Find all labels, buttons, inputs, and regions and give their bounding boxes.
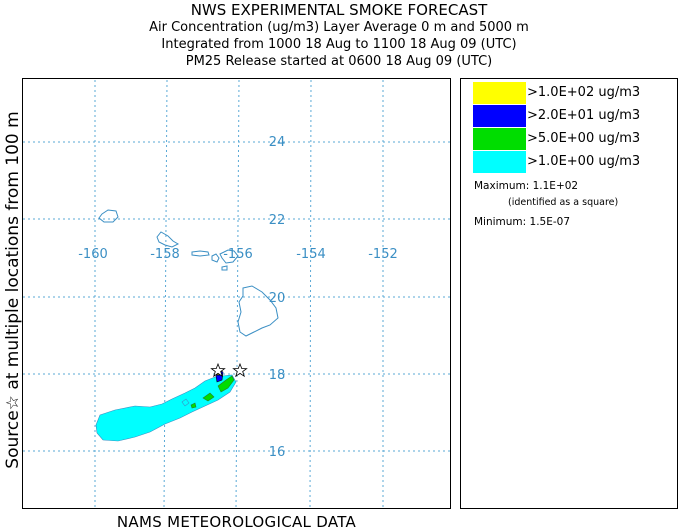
maximum-note: (identified as a square) [508, 197, 619, 208]
lon-label: -160 [78, 247, 108, 262]
data-source-label: NAMS METEOROLOGICAL DATA [116, 513, 357, 531]
lat-label: 16 [269, 445, 286, 460]
lat-label: 24 [269, 135, 286, 150]
legend-label: >1.0E+00 ug/m3 [527, 154, 641, 169]
maximum-value: Maximum: 1.1E+02 [474, 180, 579, 192]
legend-swatch [473, 82, 526, 104]
legend-label: >5.0E+00 ug/m3 [527, 131, 641, 146]
legend-item-above-20: >2.0E+01 ug/m3 [473, 105, 673, 127]
lon-label: -152 [368, 247, 398, 262]
lon-label: -158 [150, 247, 180, 262]
lanai-coast [211, 253, 220, 263]
legend-swatch [473, 151, 526, 173]
forecast-title: NWS EXPERIMENTAL SMOKE FORECAST [190, 1, 488, 19]
lon-label: -154 [296, 247, 326, 262]
lat-label: 18 [269, 368, 286, 383]
plume-patch [181, 398, 190, 407]
hawaiian-islands [98, 209, 279, 337]
minimum-value: Minimum: 1.5E-07 [474, 216, 571, 228]
source-star-icon [232, 362, 248, 378]
integration-period: Integrated from 1000 18 Aug to 1100 18 A… [161, 37, 517, 52]
legend-label: >2.0E+01 ug/m3 [527, 108, 641, 123]
source-star-icon [210, 362, 226, 378]
plume-above-5 [217, 375, 235, 393]
map-panel [22, 78, 451, 509]
legend-item-above-1: >1.0E+00 ug/m3 [473, 151, 673, 173]
legend-swatch [473, 128, 526, 150]
plume-above-5 [190, 402, 197, 409]
release-start: PM25 Release started at 0600 18 Aug 09 (… [185, 54, 493, 69]
kauai-coast [98, 209, 119, 223]
lat-label: 20 [269, 291, 286, 306]
legend-item-above-5: >5.0E+00 ug/m3 [473, 128, 673, 150]
grid-line-lon [163, 79, 168, 510]
lat-lon-grid [23, 79, 450, 510]
legend-swatch [473, 105, 526, 127]
molokai-coast [191, 250, 210, 257]
big-island-coast [237, 285, 279, 337]
lon-label: -156 [223, 247, 253, 262]
legend-item-above-100: >1.0E+02 ug/m3 [473, 82, 673, 104]
maui-coast [219, 249, 239, 264]
grid-line-lon [235, 79, 240, 510]
plume-above-5 [202, 392, 215, 402]
oahu-coast [156, 231, 180, 248]
grid-line-lon [309, 79, 312, 510]
kahoolawe-coast [221, 265, 228, 271]
legend-label: >1.0E+02 ug/m3 [527, 85, 641, 100]
lat-label: 22 [269, 213, 286, 228]
concentration-subtitle: Air Concentration (ug/m3) Layer Average … [149, 20, 529, 35]
plume-above-1 [95, 374, 237, 442]
